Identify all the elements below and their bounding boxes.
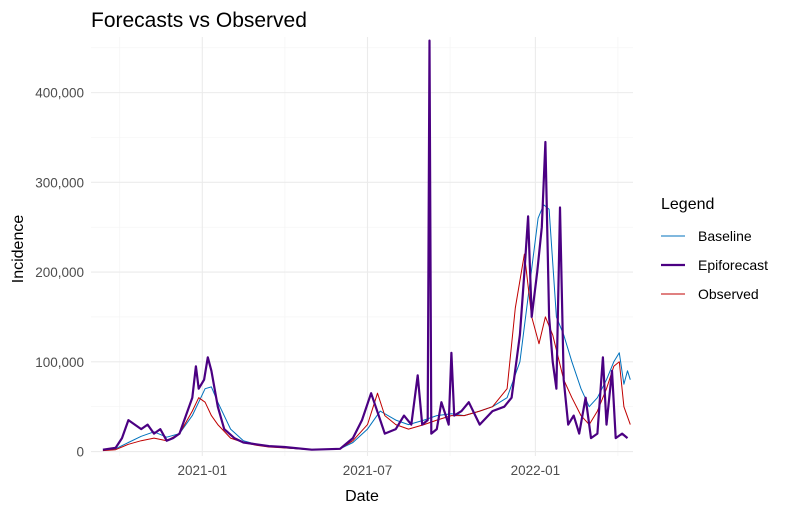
y-tick-label: 100,000 [35,355,84,370]
series-line-baseline [102,204,631,451]
legend-label-epiforecast: Epiforecast [698,257,768,273]
legend-label-observed: Observed [698,286,759,302]
x-tick-label: 2021-07 [343,463,393,478]
legend-label-baseline: Baseline [698,228,752,244]
series-lines [102,39,631,452]
legend: Legend Baseline Epiforecast Observed [661,196,768,302]
y-tick-label: 300,000 [35,175,84,190]
y-tick-label: 0 [76,445,84,460]
x-tick-label: 2021-01 [178,463,228,478]
x-tick-label: 2022-01 [511,463,561,478]
y-tick-label: 400,000 [35,86,84,101]
chart-title: Forecasts vs Observed [91,9,307,32]
series-line-epiforecast [102,39,629,451]
legend-title: Legend [661,196,714,213]
axis-ticks: 0 100,000 200,000 300,000 400,000 2021-01 2021… [35,86,560,478]
x-axis-title: Date [345,488,379,505]
y-axis-title: Incidence [10,215,27,284]
series-line-observed [102,253,631,452]
y-tick-label: 200,000 [35,265,84,280]
